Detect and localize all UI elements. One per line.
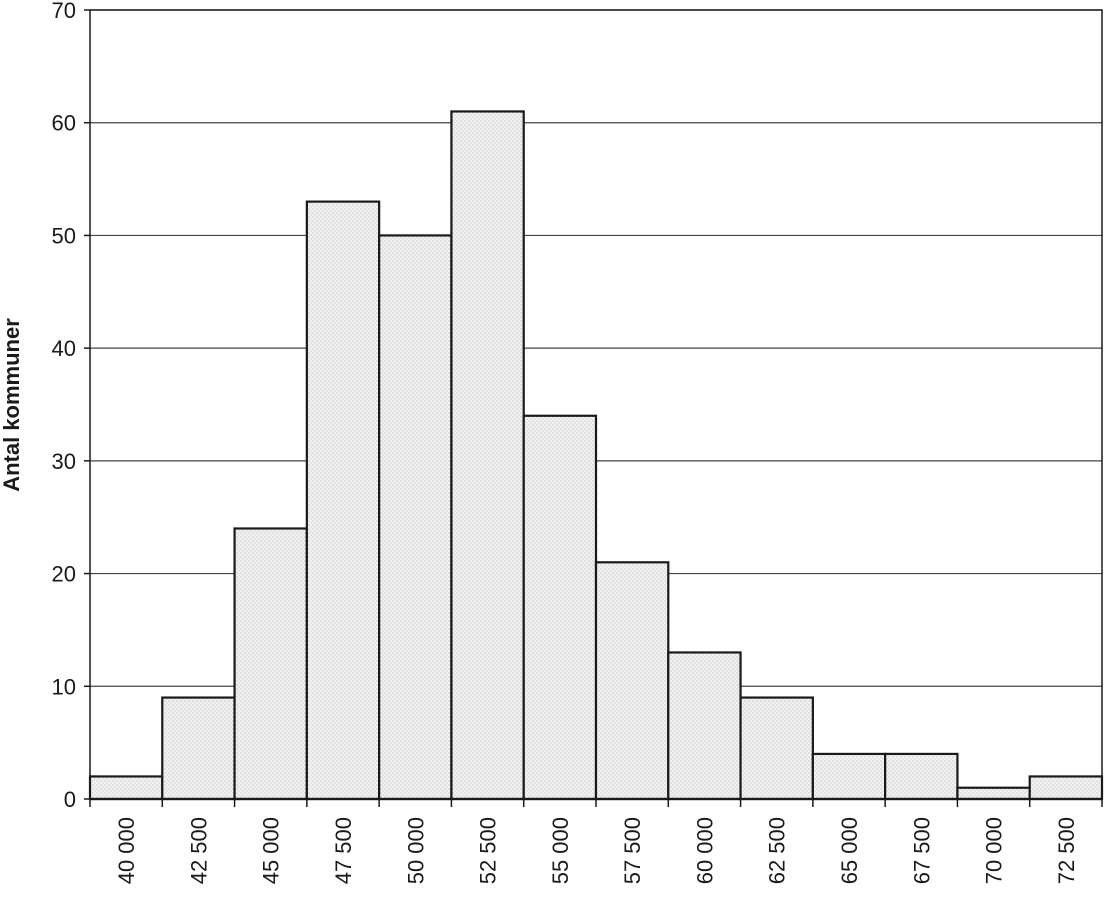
x-tick-label: 40 000	[114, 817, 139, 884]
bar-2	[161, 696, 236, 801]
x-tick-label: 50 000	[403, 817, 428, 884]
bar-9	[667, 651, 742, 801]
y-axis-label: Antal kommuner	[0, 318, 24, 492]
bars	[88, 110, 1104, 801]
x-tick-label: 57 500	[620, 817, 645, 884]
y-tick-label: 0	[64, 787, 76, 812]
y-tick-labels: 0 10 20 30 40 50 60 70	[52, 0, 76, 812]
x-tick-label: 42 500	[186, 817, 211, 884]
bar-12	[884, 752, 959, 801]
bar-8	[594, 561, 670, 801]
x-tick-label: 47 500	[331, 817, 356, 884]
x-tick-label: 45 000	[259, 817, 284, 884]
bar-13	[956, 786, 1031, 801]
bar-10	[739, 696, 814, 801]
x-tick-label: 67 500	[909, 817, 934, 884]
y-tick-label: 40	[52, 336, 76, 361]
y-tick-label: 20	[52, 562, 76, 587]
x-tick-label: 62 500	[765, 817, 790, 884]
bar-4	[305, 200, 381, 801]
x-tick-labels: 40 000 42 500 45 000 47 500 50 000 52 500 55 0…	[114, 817, 1079, 884]
bar-14	[1028, 775, 1104, 801]
bar-1	[88, 775, 164, 801]
x-tick-label: 55 000	[548, 817, 573, 884]
y-tick-label: 60	[52, 111, 76, 136]
y-tick-label: 30	[52, 449, 76, 474]
x-tick-label: 60 000	[692, 817, 717, 884]
bar-6	[450, 110, 525, 801]
y-tick-label: 50	[52, 223, 76, 248]
y-tick-label: 10	[52, 674, 76, 699]
bar-7	[522, 414, 598, 801]
y-tick-label: 70	[52, 0, 76, 23]
bar-11	[811, 752, 887, 801]
axes	[84, 9, 1103, 807]
x-tick-label: 52 500	[476, 817, 501, 884]
x-tick-label: 70 000	[982, 817, 1007, 884]
bar-5	[378, 234, 453, 801]
x-tick-label: 72 500	[1054, 817, 1079, 884]
bar-3	[233, 527, 308, 801]
x-tick-label: 65 000	[837, 817, 862, 884]
